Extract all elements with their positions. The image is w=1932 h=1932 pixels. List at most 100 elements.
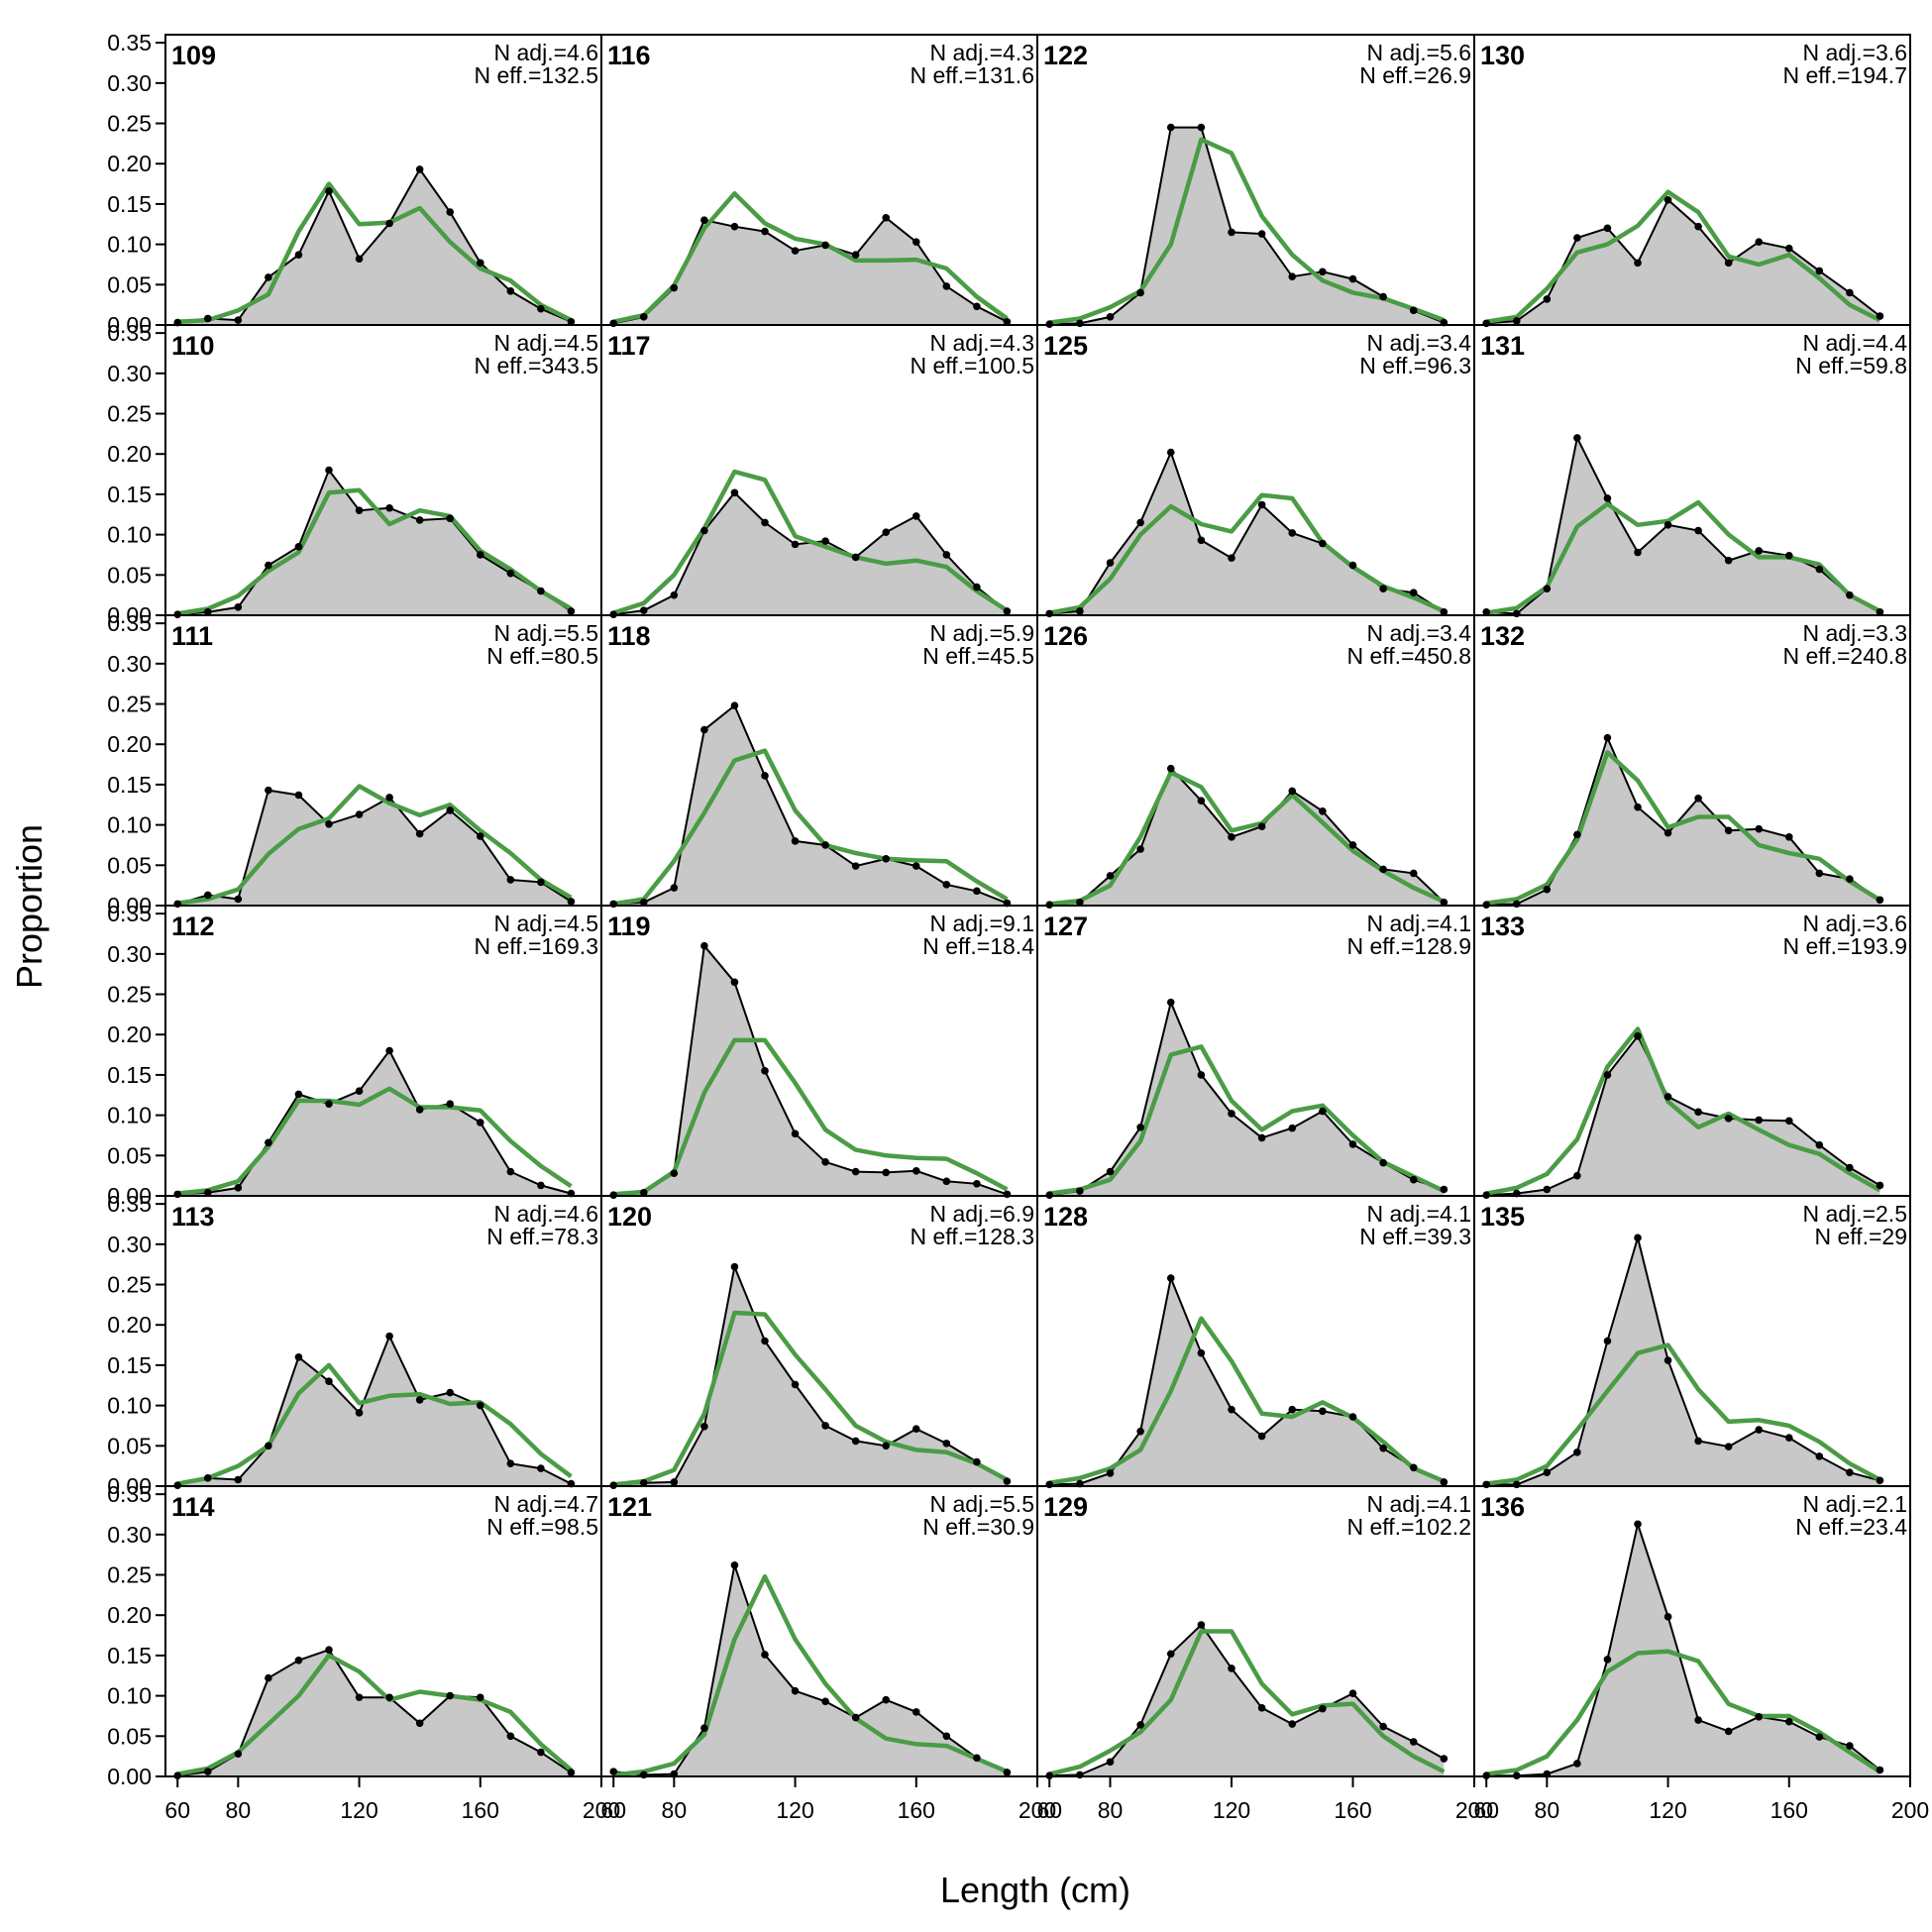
observed-point xyxy=(1319,1407,1327,1416)
y-tick-label: 0.35 xyxy=(107,610,152,636)
observed-point xyxy=(1319,539,1327,548)
panel-label: 113 xyxy=(171,1202,215,1232)
observed-point xyxy=(639,313,648,321)
observed-point xyxy=(1440,898,1449,907)
observed-point xyxy=(1003,1477,1012,1485)
observed-point xyxy=(1573,434,1581,442)
panel-118: 118 N adj.=5.9N eff.=45.5 xyxy=(601,620,1037,909)
n-adj-label: N adj.=4.1 xyxy=(1367,911,1472,936)
observed-line xyxy=(1486,1520,1881,1777)
x-tick-label: 60 xyxy=(1473,1797,1499,1823)
observed-area xyxy=(177,1650,572,1776)
observed-area xyxy=(1486,1524,1880,1776)
n-eff-label: N eff.=128.3 xyxy=(910,1224,1034,1249)
observed-point xyxy=(385,794,393,802)
observed-point xyxy=(942,282,951,290)
panel-label: 126 xyxy=(1043,621,1088,651)
observed-point xyxy=(1257,230,1266,238)
n-eff-label: N eff.=78.3 xyxy=(486,1224,598,1249)
observed-point xyxy=(1815,1452,1824,1460)
x-axis-title: Length (cm) xyxy=(940,1870,1130,1910)
panel-label: 136 xyxy=(1480,1492,1525,1522)
n-adj-label: N adj.=5.5 xyxy=(930,1491,1035,1517)
observed-point xyxy=(1228,833,1235,841)
n-eff-label: N eff.=30.9 xyxy=(922,1514,1034,1540)
panel-132: 132 N adj.=3.3N eff.=240.8 xyxy=(1474,620,1910,909)
n-adj-label: N adj.=9.1 xyxy=(930,911,1035,936)
observed-point xyxy=(1440,1755,1449,1763)
observed-point xyxy=(912,512,920,520)
observed-point xyxy=(294,791,303,800)
observed-point xyxy=(203,891,212,900)
observed-point xyxy=(325,1377,333,1385)
n-eff-label: N eff.=18.4 xyxy=(922,933,1034,959)
observed-point xyxy=(476,1401,484,1410)
n-eff-label: N eff.=80.5 xyxy=(486,643,598,669)
observed-point xyxy=(700,216,708,224)
observed-point xyxy=(700,941,708,950)
expected-line xyxy=(1485,1026,1881,1196)
x-tick-label: 120 xyxy=(340,1797,377,1823)
observed-point xyxy=(1815,565,1824,574)
panel-122: 122 N adj.=5.6N eff.=26.9 xyxy=(1037,40,1474,328)
x-tick-label: 120 xyxy=(1213,1797,1250,1823)
panel-label: 129 xyxy=(1043,1492,1088,1522)
observed-point xyxy=(1724,259,1733,268)
n-eff-label: N eff.=193.9 xyxy=(1782,933,1907,959)
panel-109: 109 N adj.=4.6N eff.=132.5 xyxy=(165,40,601,327)
observed-point xyxy=(355,1693,364,1702)
observed-point xyxy=(265,786,272,795)
observed-area xyxy=(1049,768,1445,906)
y-tick-label: 0.35 xyxy=(107,30,152,55)
observed-point xyxy=(1197,1071,1206,1079)
observed-point xyxy=(1197,1621,1206,1629)
panel-121: 121 N adj.=5.5N eff.=30.9 xyxy=(601,1491,1037,1779)
observed-point xyxy=(506,287,515,295)
observed-point xyxy=(506,1167,515,1176)
y-tick-label: 0.15 xyxy=(107,482,152,507)
observed-area xyxy=(177,1336,572,1486)
observed-point xyxy=(973,1179,981,1188)
observed-point xyxy=(1003,317,1012,326)
observed-point xyxy=(1634,548,1642,557)
observed-point xyxy=(234,1184,243,1192)
observed-point xyxy=(203,1474,212,1482)
observed-point xyxy=(1379,1722,1387,1731)
panel-label: 127 xyxy=(1043,912,1088,941)
observed-point xyxy=(1724,1115,1733,1123)
observed-point xyxy=(265,1673,272,1682)
y-tick-label: 0.00 xyxy=(107,1183,152,1209)
y-tick-label: 0.30 xyxy=(107,361,152,386)
observed-point xyxy=(203,1188,212,1197)
y-tick-label: 0.15 xyxy=(107,1643,152,1668)
observed-point xyxy=(1348,841,1357,849)
n-adj-label: N adj.=3.6 xyxy=(1803,911,1908,936)
observed-point xyxy=(670,590,679,599)
n-eff-label: N eff.=240.8 xyxy=(1782,643,1907,669)
y-tick-label: 0.00 xyxy=(107,1764,152,1789)
observed-area xyxy=(1049,1625,1445,1776)
y-tick-label: 0.00 xyxy=(107,1473,152,1499)
y-tick-label: 0.30 xyxy=(107,1522,152,1548)
n-adj-label: N adj.=4.6 xyxy=(494,40,599,65)
observed-point xyxy=(355,1087,364,1095)
observed-line xyxy=(613,943,1008,1197)
observed-point xyxy=(1076,319,1084,328)
expected-line xyxy=(1049,137,1446,325)
observed-point xyxy=(1288,1405,1297,1414)
observed-point xyxy=(1482,607,1491,616)
observed-point xyxy=(203,1768,212,1775)
n-eff-label: N eff.=100.5 xyxy=(910,353,1034,378)
observed-line xyxy=(613,703,1008,906)
observed-point xyxy=(1603,1337,1612,1345)
observed-point xyxy=(294,251,303,259)
y-tick-label: 0.10 xyxy=(107,232,152,258)
panel-label: 114 xyxy=(171,1492,215,1522)
observed-point xyxy=(1664,1613,1672,1621)
panel-label: 125 xyxy=(1043,331,1088,361)
observed-point xyxy=(942,881,951,889)
observed-point xyxy=(446,806,455,814)
observed-point xyxy=(912,1425,920,1434)
observed-point xyxy=(537,1181,545,1190)
y-tick-label: 0.35 xyxy=(107,1481,152,1507)
